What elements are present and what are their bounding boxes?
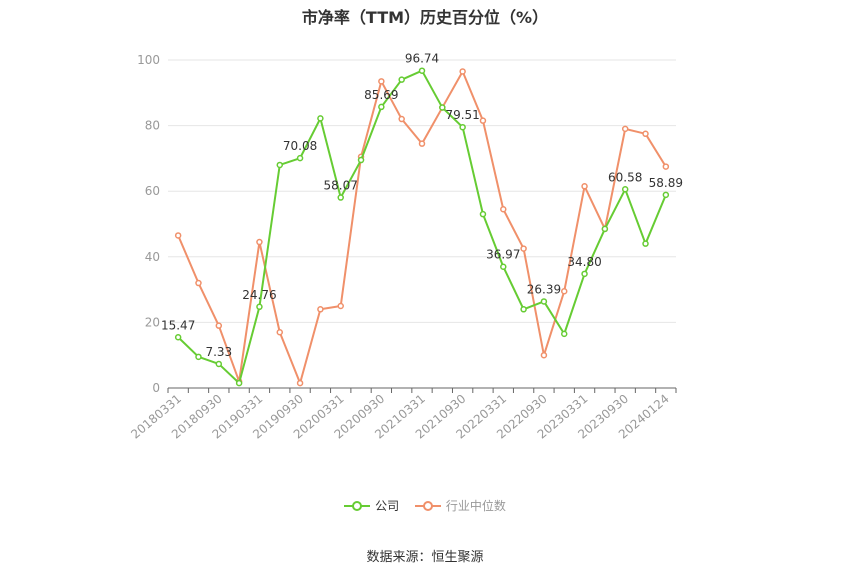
data-label: 24.76 bbox=[242, 288, 276, 302]
data-point-industry bbox=[276, 328, 284, 336]
axis-layer: 0204060801002018033120180930201903312019… bbox=[128, 53, 677, 442]
data-label: 36.97 bbox=[486, 248, 520, 262]
data-label: 15.47 bbox=[161, 318, 195, 332]
legend: 公司 行业中位数 bbox=[0, 497, 850, 515]
data-point-industry bbox=[195, 279, 202, 287]
data-point-industry bbox=[256, 238, 263, 246]
y-tick-label-40: 40 bbox=[145, 250, 160, 264]
data-point-industry bbox=[520, 245, 527, 252]
data-point-company bbox=[520, 306, 527, 313]
data-point-company bbox=[581, 270, 588, 278]
data-point-company bbox=[317, 115, 324, 122]
data-label: 85.69 bbox=[364, 88, 398, 102]
data-point-company bbox=[439, 104, 446, 111]
data-point-company bbox=[195, 353, 202, 361]
data-point-company bbox=[337, 194, 344, 201]
series-layer bbox=[174, 67, 670, 387]
data-point-industry bbox=[560, 287, 568, 295]
data-point-industry bbox=[215, 322, 223, 329]
data-point-company bbox=[276, 161, 284, 169]
data-point-industry bbox=[378, 78, 385, 85]
legend-item-industry[interactable]: 行业中位数 bbox=[414, 497, 506, 514]
data-point-industry bbox=[500, 205, 507, 213]
data-point-company bbox=[378, 103, 385, 111]
data-point-company bbox=[459, 123, 466, 131]
data-point-industry bbox=[174, 232, 182, 239]
y-tick-label-20: 20 bbox=[145, 315, 160, 329]
y-tick-label-80: 80 bbox=[145, 119, 160, 133]
data-label: 70.08 bbox=[283, 139, 317, 153]
data-point-company bbox=[357, 156, 365, 164]
data-point-company bbox=[662, 191, 670, 199]
data-point-industry bbox=[398, 115, 405, 123]
data-point-company bbox=[479, 210, 487, 218]
y-tick-label-60: 60 bbox=[145, 184, 160, 198]
data-label: 7.33 bbox=[205, 345, 232, 359]
data-label: 34.80 bbox=[567, 255, 601, 269]
data-point-company bbox=[174, 334, 182, 341]
data-point-industry bbox=[581, 183, 588, 190]
data-point-company bbox=[215, 360, 223, 368]
y-tick-label-0: 0 bbox=[152, 381, 160, 395]
data-point-company bbox=[256, 303, 263, 311]
data-point-company bbox=[621, 186, 629, 193]
data-label: 79.51 bbox=[445, 108, 479, 122]
y-tick-label-100: 100 bbox=[137, 53, 160, 67]
legend-label-company: 公司 bbox=[375, 499, 400, 513]
data-point-company bbox=[500, 263, 507, 270]
data-point-industry bbox=[296, 379, 304, 387]
series-line-company bbox=[177, 69, 667, 385]
grid-layer bbox=[168, 59, 676, 323]
data-point-company bbox=[540, 298, 548, 305]
data-point-company bbox=[642, 240, 649, 247]
data-point-industry bbox=[642, 130, 649, 138]
legend-line-icon-company bbox=[344, 500, 371, 511]
data-point-industry bbox=[540, 351, 548, 359]
data-label-layer: 15.47 7.33 24.76 70.08 58.07 85.69 96.74 79.51 3… bbox=[161, 52, 683, 359]
data-point-industry bbox=[662, 163, 670, 170]
data-label: 58.07 bbox=[324, 179, 358, 193]
data-point-industry bbox=[317, 306, 324, 313]
legend-line-icon-industry bbox=[414, 500, 441, 511]
data-label: 58.89 bbox=[649, 176, 683, 190]
legend-label-industry: 行业中位数 bbox=[445, 499, 506, 513]
data-point-company bbox=[418, 67, 426, 74]
data-point-industry bbox=[479, 117, 487, 124]
data-point-company bbox=[296, 154, 304, 162]
chart-title: 市净率（TTM）历史百分位（%） bbox=[301, 8, 549, 27]
data-point-company bbox=[601, 225, 609, 233]
data-label: 96.74 bbox=[405, 52, 439, 66]
chart-plot: 0204060801002018033120180930201903312019… bbox=[128, 52, 683, 442]
data-point-company bbox=[235, 379, 243, 387]
data-point-company bbox=[560, 330, 568, 338]
data-point-industry bbox=[621, 125, 629, 133]
legend-item-company[interactable]: 公司 bbox=[344, 497, 399, 514]
data-point-industry bbox=[418, 140, 426, 147]
data-point-industry bbox=[337, 302, 344, 310]
data-point-company bbox=[398, 76, 405, 83]
data-label: 26.39 bbox=[527, 282, 561, 296]
data-point-industry bbox=[459, 68, 466, 75]
data-source: 数据来源：恒生聚源 bbox=[366, 550, 484, 565]
data-label: 60.58 bbox=[608, 170, 642, 184]
